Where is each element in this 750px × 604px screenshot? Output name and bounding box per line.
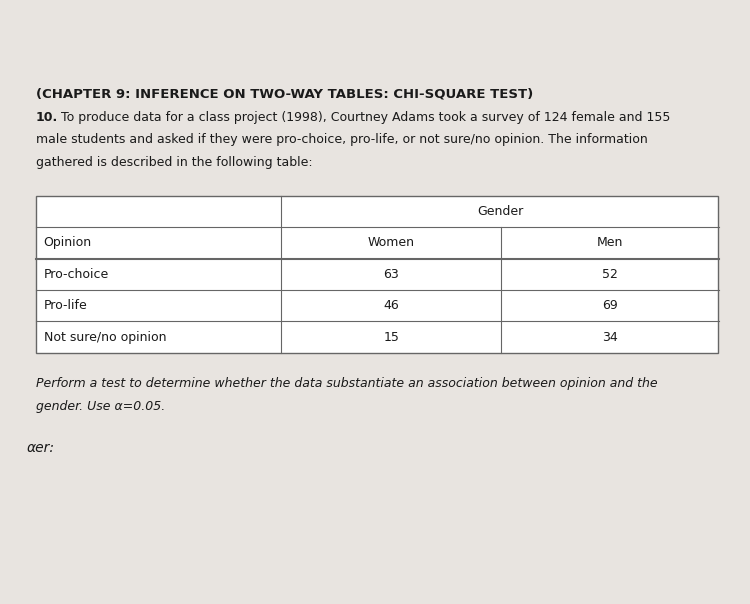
- Text: Not sure/no opinion: Not sure/no opinion: [44, 330, 166, 344]
- Text: Pro-choice: Pro-choice: [44, 268, 109, 281]
- Text: 15: 15: [383, 330, 399, 344]
- Text: Men: Men: [596, 236, 623, 249]
- Text: 63: 63: [383, 268, 399, 281]
- Text: gender. Use α=0.05.: gender. Use α=0.05.: [36, 400, 165, 413]
- Text: 10.: 10.: [36, 111, 58, 124]
- Text: Gender: Gender: [477, 205, 523, 218]
- Text: Perform a test to determine whether the data substantiate an association between: Perform a test to determine whether the …: [36, 377, 658, 390]
- Text: Opinion: Opinion: [44, 236, 92, 249]
- Text: (CHAPTER 9: INFERENCE ON TWO-WAY TABLES: CHI-SQUARE TEST): (CHAPTER 9: INFERENCE ON TWO-WAY TABLES:…: [36, 88, 533, 101]
- Text: Pro-life: Pro-life: [44, 299, 87, 312]
- Text: male students and asked if they were pro-choice, pro-life, or not sure/no opinio: male students and asked if they were pro…: [36, 133, 648, 147]
- Text: 52: 52: [602, 268, 618, 281]
- Text: 34: 34: [602, 330, 618, 344]
- Text: 46: 46: [383, 299, 399, 312]
- Text: gathered is described in the following table:: gathered is described in the following t…: [36, 156, 313, 170]
- Text: αer:: αer:: [27, 441, 55, 455]
- Text: To produce data for a class project (1998), Courtney Adams took a survey of 124 : To produce data for a class project (199…: [57, 111, 670, 124]
- Text: Women: Women: [368, 236, 415, 249]
- Text: 69: 69: [602, 299, 618, 312]
